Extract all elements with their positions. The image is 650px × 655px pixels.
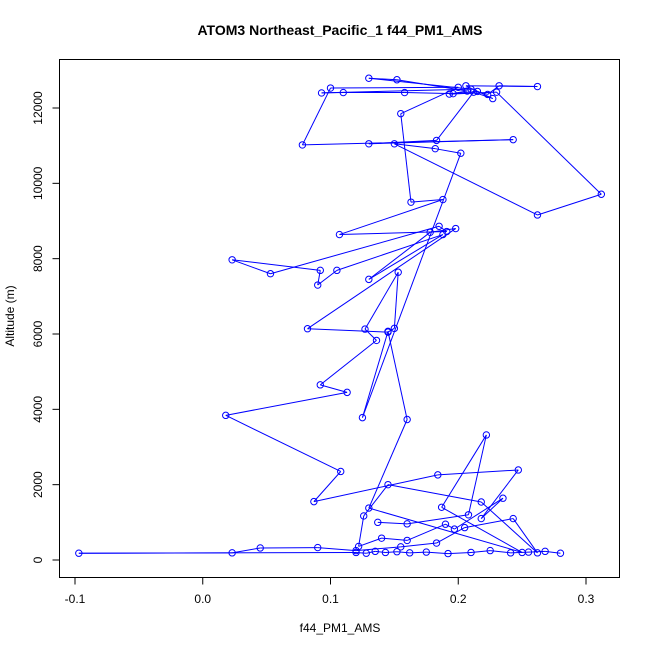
y-tick-label: 0 — [31, 556, 45, 563]
x-tick-label: 0.1 — [322, 592, 339, 606]
x-tick-label: 0.3 — [578, 592, 595, 606]
y-tick-label: 8000 — [31, 245, 45, 272]
y-tick-label: 12000 — [31, 91, 45, 125]
y-axis-label: Altitude (m) — [3, 285, 17, 346]
chart-title: ATOM3 Northeast_Pacific_1 f44_PM1_AMS — [197, 22, 482, 38]
y-tick-label: 10000 — [31, 166, 45, 200]
x-tick-label: 0.2 — [450, 592, 467, 606]
x-tick-label: 0.0 — [194, 592, 211, 606]
x-axis-label: f44_PM1_AMS — [300, 621, 381, 635]
y-tick-label: 2000 — [31, 471, 45, 498]
y-tick-label: 6000 — [31, 320, 45, 347]
y-tick-label: 4000 — [31, 396, 45, 423]
x-tick-label: -0.1 — [65, 592, 86, 606]
